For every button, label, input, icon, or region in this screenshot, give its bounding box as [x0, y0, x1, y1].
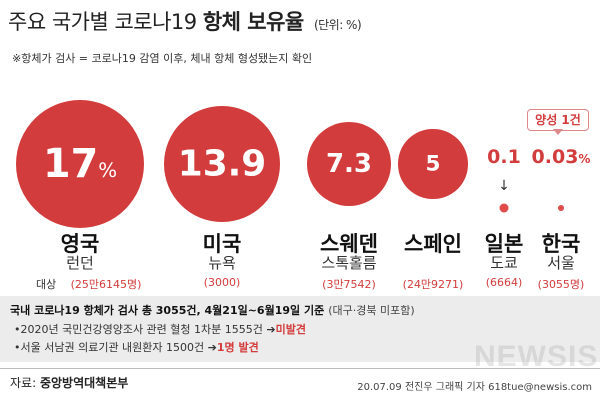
- bubble: [398, 129, 468, 199]
- city-label: 런던: [66, 254, 94, 272]
- positive-annotation-tail: [553, 129, 563, 135]
- value-label: 13.9: [177, 143, 267, 185]
- country-label: 스페인: [404, 232, 462, 256]
- bullet-result: 미발견: [275, 323, 306, 336]
- panel-bullet: •2020년 국민건강영양조사 관련 혈청 1차분 1555건 ➔미발견: [14, 321, 306, 337]
- title-prefix: 주요 국가별 코로나19: [8, 10, 197, 34]
- bubble: [558, 205, 564, 211]
- sample-size-label: (24만9271): [402, 278, 464, 291]
- panel-head-text: 국내 코로나19 항체가 검사 총 3055건, 4월21일~6월19일 기준: [10, 304, 325, 317]
- credit: 20.07.09 전진우 그래픽 기자 618tue@newsis.com: [357, 382, 592, 393]
- sample-size-label: (3만7542): [322, 278, 376, 291]
- note: ※항체가 검사 = 코로나19 감염 이후, 체내 항체 형성됐는지 확인: [12, 52, 313, 65]
- down-arrow-icon: ↓: [498, 178, 510, 194]
- sample-size-label: (6664): [485, 276, 523, 289]
- bullet-text: •2020년 국민건강영양조사 관련 혈청 1차분 1555건 ➔: [14, 323, 276, 336]
- country-label: 한국: [541, 232, 581, 256]
- bullet-text: •서울 서남권 의료기관 내원환자 1500건 ➔: [14, 341, 217, 354]
- value-label: 17%: [42, 141, 118, 187]
- watermark: NEWSIS: [474, 340, 599, 373]
- value-label: 0.03%: [531, 146, 591, 168]
- chart-title: 주요 국가별 코로나19 항체 보유율 (단위: %): [8, 6, 362, 36]
- city-label: 뉴욕: [208, 254, 236, 272]
- unit-label: (단위: %): [313, 18, 362, 32]
- city-label: 서울: [547, 254, 575, 272]
- country-label: 일본: [484, 232, 524, 256]
- value-label: 5: [425, 151, 441, 177]
- sample-lead: 대상: [36, 278, 57, 291]
- panel-head: 국내 코로나19 항체가 검사 총 3055건, 4월21일~6월19일 기준(…: [10, 302, 415, 318]
- panel-head-sub: (대구·경북 미포함): [328, 304, 415, 317]
- korea-test-panel: 국내 코로나19 항체가 검사 총 3055건, 4월21일~6월19일 기준(…: [0, 296, 600, 362]
- city-label: 도쿄: [490, 254, 518, 272]
- bubble: [16, 100, 144, 228]
- bubble: [164, 106, 280, 222]
- sample-size-label: (3055명): [537, 278, 585, 291]
- country-label: 영국: [60, 232, 100, 256]
- country-label: 미국: [202, 232, 242, 256]
- positive-annotation: 양성 1건: [527, 109, 589, 131]
- sample-size-label: (25만6145명): [70, 278, 142, 291]
- title-bold: 항체 보유율: [202, 10, 304, 34]
- bullet-result: 1명 발견: [216, 341, 259, 354]
- sample-size-label: (3000): [203, 276, 241, 289]
- footer-divider: [0, 368, 600, 369]
- bubble: [499, 203, 509, 213]
- value-label: 7.3: [325, 149, 373, 179]
- city-label: 스톡홀름: [321, 254, 377, 272]
- panel-bullet: •서울 서남권 의료기관 내원환자 1500건 ➔1명 발견: [14, 339, 259, 355]
- source-name: 중앙방역대책본부: [39, 376, 129, 390]
- country-label: 스웨덴: [320, 232, 378, 256]
- bubble: [307, 122, 391, 206]
- value-label: 0.1: [487, 146, 521, 168]
- source: 자료: 중앙방역대책본부: [10, 374, 128, 391]
- source-label: 자료:: [10, 376, 37, 390]
